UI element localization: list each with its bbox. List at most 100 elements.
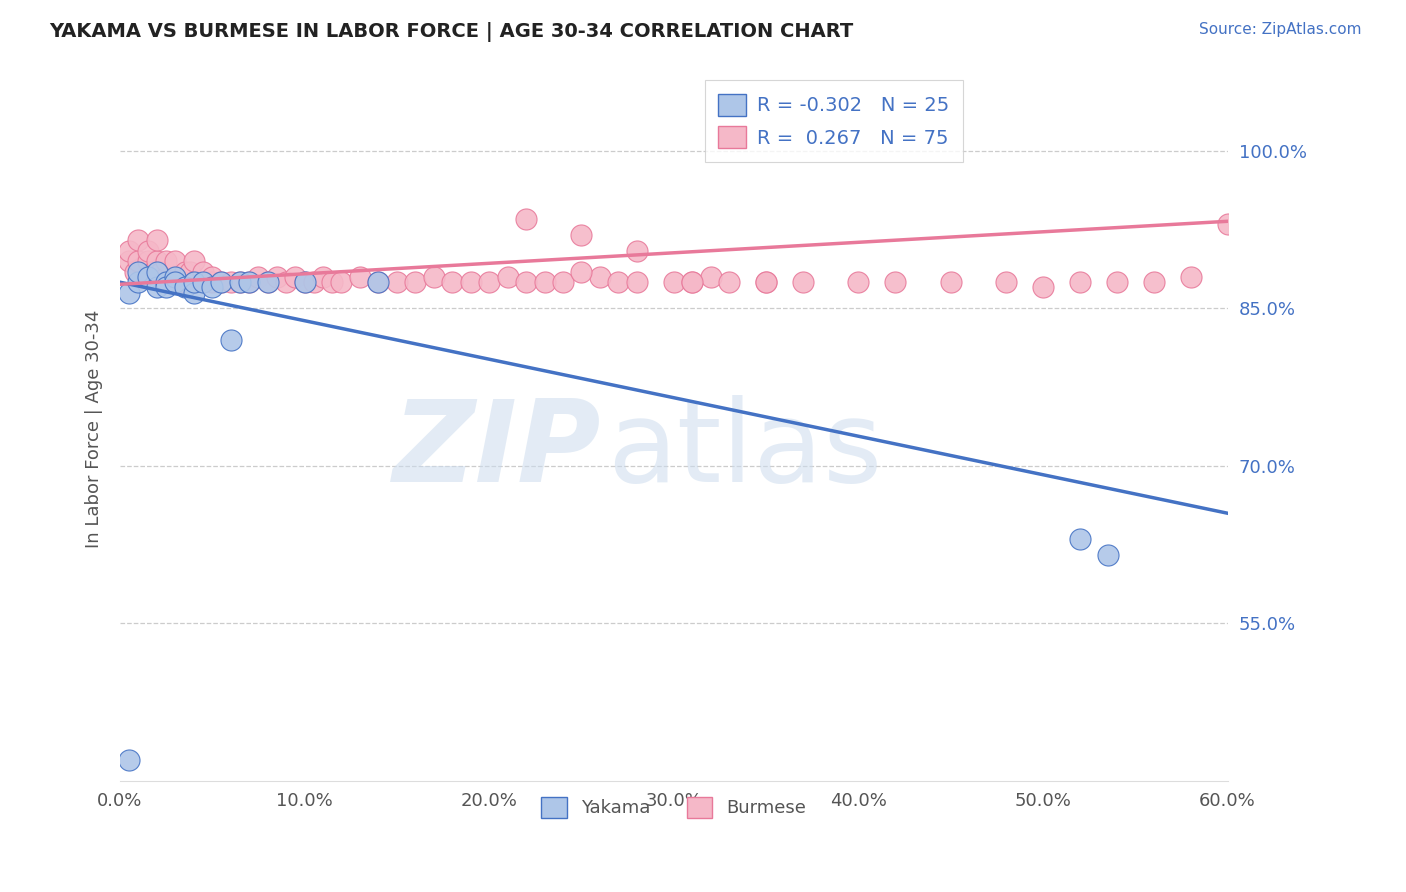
Point	[183, 285, 205, 300]
Point	[118, 254, 141, 268]
Point	[127, 254, 149, 268]
Point	[699, 269, 721, 284]
Point	[496, 269, 519, 284]
Point	[155, 269, 177, 284]
Point	[191, 275, 214, 289]
Point	[201, 280, 224, 294]
Point	[173, 275, 195, 289]
Point	[256, 275, 278, 289]
Point	[155, 254, 177, 268]
Point	[284, 269, 307, 284]
Point	[183, 275, 205, 289]
Point	[211, 275, 233, 289]
Point	[256, 275, 278, 289]
Point	[229, 275, 252, 289]
Point	[589, 269, 612, 284]
Point	[149, 265, 172, 279]
Point	[330, 275, 353, 289]
Text: atlas: atlas	[607, 395, 883, 506]
Point	[755, 275, 778, 289]
Point	[146, 254, 169, 268]
Point	[1180, 269, 1202, 284]
Point	[404, 275, 426, 289]
Point	[626, 275, 648, 289]
Point	[183, 275, 205, 289]
Text: YAKAMA VS BURMESE IN LABOR FORCE | AGE 30-34 CORRELATION CHART: YAKAMA VS BURMESE IN LABOR FORCE | AGE 3…	[49, 22, 853, 42]
Point	[367, 275, 389, 289]
Point	[201, 269, 224, 284]
Point	[165, 275, 187, 289]
Legend: Yakama, Burmese: Yakama, Burmese	[534, 789, 814, 825]
Point	[349, 269, 371, 284]
Point	[118, 244, 141, 258]
Point	[533, 275, 555, 289]
Point	[118, 285, 141, 300]
Point	[173, 265, 195, 279]
Point	[183, 254, 205, 268]
Point	[146, 280, 169, 294]
Point	[124, 265, 146, 279]
Point	[136, 269, 159, 284]
Text: Source: ZipAtlas.com: Source: ZipAtlas.com	[1198, 22, 1361, 37]
Point	[136, 244, 159, 258]
Point	[441, 275, 464, 289]
Point	[367, 275, 389, 289]
Point	[247, 269, 270, 284]
Point	[1216, 218, 1239, 232]
Point	[302, 275, 325, 289]
Point	[146, 233, 169, 247]
Point	[219, 333, 242, 347]
Point	[846, 275, 869, 289]
Point	[681, 275, 703, 289]
Point	[515, 212, 537, 227]
Point	[423, 269, 446, 284]
Point	[551, 275, 574, 289]
Point	[718, 275, 741, 289]
Point	[1069, 533, 1091, 547]
Point	[626, 244, 648, 258]
Point	[571, 265, 593, 279]
Point	[118, 753, 141, 767]
Point	[939, 275, 962, 289]
Point	[1097, 548, 1119, 562]
Point	[312, 269, 335, 284]
Point	[515, 275, 537, 289]
Point	[201, 275, 224, 289]
Point	[238, 275, 260, 289]
Point	[1143, 275, 1166, 289]
Point	[792, 275, 814, 289]
Point	[1105, 275, 1128, 289]
Point	[179, 265, 201, 279]
Point	[191, 265, 214, 279]
Point	[238, 275, 260, 289]
Point	[136, 254, 159, 268]
Point	[146, 265, 169, 279]
Point	[884, 275, 907, 289]
Point	[1069, 275, 1091, 289]
Point	[662, 275, 685, 289]
Point	[294, 275, 316, 289]
Point	[173, 280, 195, 294]
Point	[211, 275, 233, 289]
Point	[478, 275, 501, 289]
Point	[995, 275, 1018, 289]
Point	[294, 275, 316, 289]
Point	[127, 275, 149, 289]
Point	[165, 254, 187, 268]
Point	[127, 233, 149, 247]
Point	[142, 265, 165, 279]
Point	[155, 275, 177, 289]
Point	[165, 269, 187, 284]
Text: ZIP: ZIP	[394, 395, 602, 506]
Point	[274, 275, 297, 289]
Point	[165, 269, 187, 284]
Point	[460, 275, 482, 289]
Y-axis label: In Labor Force | Age 30-34: In Labor Force | Age 30-34	[86, 310, 103, 549]
Point	[321, 275, 343, 289]
Point	[571, 227, 593, 242]
Point	[681, 275, 703, 289]
Point	[385, 275, 408, 289]
Point	[167, 275, 190, 289]
Point	[266, 269, 288, 284]
Point	[1032, 280, 1054, 294]
